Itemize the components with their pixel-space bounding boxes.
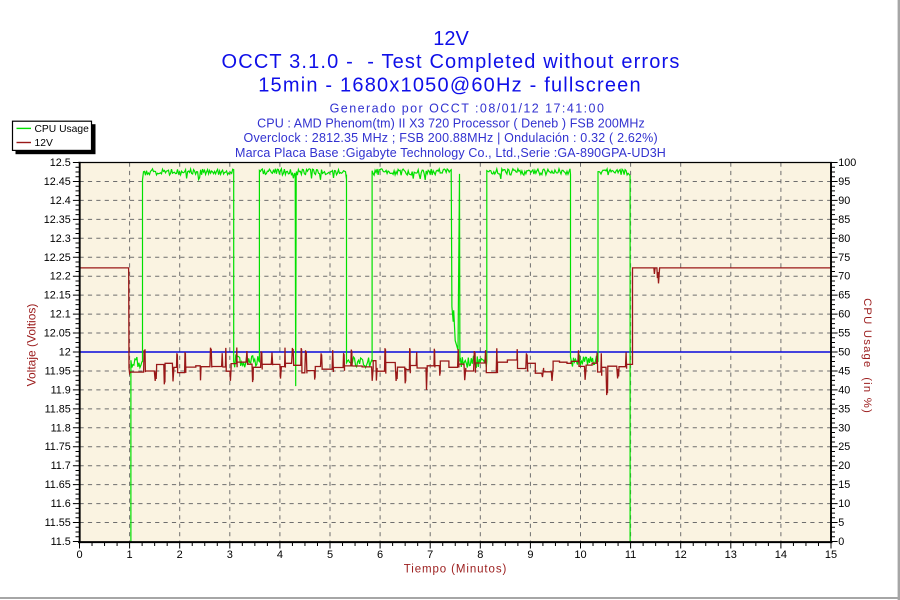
- svg-text:CPU : AMD Phenom(tm) II X3 720: CPU : AMD Phenom(tm) II X3 720 Processor…: [257, 116, 645, 130]
- svg-text:70: 70: [838, 271, 850, 283]
- svg-text:11.75: 11.75: [45, 441, 71, 453]
- svg-text:11.65: 11.65: [45, 479, 71, 491]
- svg-text:12: 12: [59, 347, 71, 359]
- svg-text:Tiempo (Minutos): Tiempo (Minutos): [404, 564, 507, 576]
- svg-text:90: 90: [838, 195, 850, 207]
- svg-text:12: 12: [675, 549, 687, 561]
- svg-text:35: 35: [838, 403, 850, 415]
- svg-text:80: 80: [838, 233, 850, 245]
- svg-text:Overclock : 2812.35 MHz ; FSB: Overclock : 2812.35 MHz ; FSB 200.88MHz …: [244, 131, 658, 145]
- svg-text:CPU Usage (in %): CPU Usage (in %): [861, 298, 873, 414]
- svg-text:12.5: 12.5: [50, 157, 71, 169]
- svg-text:60: 60: [838, 309, 850, 321]
- svg-text:25: 25: [838, 441, 850, 453]
- svg-text:15min - 1680x1050@60Hz - fulls: 15min - 1680x1050@60Hz - fullscreen: [258, 74, 642, 96]
- svg-text:Marca Placa Base :Gigabyte Tec: Marca Placa Base :Gigabyte Technology Co…: [235, 146, 666, 160]
- svg-text:12.15: 12.15: [44, 290, 71, 302]
- svg-text:5: 5: [838, 517, 844, 529]
- svg-text:0: 0: [76, 549, 82, 561]
- svg-text:11.95: 11.95: [45, 365, 71, 377]
- svg-text:0: 0: [838, 536, 844, 548]
- svg-text:12.4: 12.4: [50, 195, 71, 207]
- svg-text:55: 55: [838, 328, 850, 340]
- svg-text:11.55: 11.55: [45, 517, 71, 529]
- svg-text:15: 15: [825, 549, 837, 561]
- svg-text:8: 8: [477, 549, 483, 561]
- svg-text:50: 50: [838, 347, 850, 359]
- svg-text:75: 75: [838, 252, 850, 264]
- svg-text:11.7: 11.7: [51, 460, 71, 472]
- svg-text:65: 65: [838, 290, 850, 302]
- svg-text:11.5: 11.5: [51, 536, 71, 548]
- svg-text:12.3: 12.3: [50, 233, 71, 245]
- svg-text:9: 9: [527, 549, 533, 561]
- svg-text:14: 14: [775, 549, 787, 561]
- svg-text:6: 6: [377, 549, 383, 561]
- svg-text:OCCT 3.1.0 - - Test Completed: OCCT 3.1.0 - - Test Completed without er…: [222, 51, 681, 73]
- svg-text:85: 85: [838, 214, 850, 226]
- svg-text:4: 4: [277, 549, 283, 561]
- svg-text:40: 40: [838, 384, 850, 396]
- svg-text:11.6: 11.6: [51, 498, 71, 510]
- svg-text:7: 7: [427, 549, 433, 561]
- svg-text:12.35: 12.35: [44, 214, 71, 226]
- svg-text:12V: 12V: [35, 138, 53, 149]
- svg-text:2: 2: [177, 549, 183, 561]
- svg-text:11.8: 11.8: [51, 422, 71, 434]
- svg-text:10: 10: [574, 549, 586, 561]
- svg-text:30: 30: [838, 422, 850, 434]
- svg-text:5: 5: [327, 549, 333, 561]
- svg-text:11.9: 11.9: [51, 384, 71, 396]
- svg-text:45: 45: [838, 365, 850, 377]
- svg-text:3: 3: [227, 549, 233, 561]
- svg-text:1: 1: [127, 549, 133, 561]
- svg-text:12.25: 12.25: [44, 252, 71, 264]
- svg-text:13: 13: [725, 549, 737, 561]
- svg-text:100: 100: [838, 157, 856, 169]
- svg-text:11.85: 11.85: [45, 403, 71, 415]
- svg-text:20: 20: [838, 460, 850, 472]
- svg-text:15: 15: [838, 479, 850, 491]
- svg-text:12.05: 12.05: [44, 328, 71, 340]
- svg-text:12.45: 12.45: [44, 176, 71, 188]
- svg-text:95: 95: [838, 176, 850, 188]
- svg-text:12V: 12V: [433, 28, 469, 50]
- svg-text:11: 11: [625, 549, 636, 561]
- svg-text:12.2: 12.2: [50, 271, 71, 283]
- svg-text:Generado por OCCT :08/01/12 17: Generado por OCCT :08/01/12 17:41:00: [330, 102, 606, 116]
- svg-text:Voltaje (Voltios): Voltaje (Voltios): [24, 304, 38, 387]
- svg-text:12.1: 12.1: [50, 309, 71, 321]
- svg-text:10: 10: [838, 498, 850, 510]
- svg-text:CPU Usage: CPU Usage: [35, 124, 90, 135]
